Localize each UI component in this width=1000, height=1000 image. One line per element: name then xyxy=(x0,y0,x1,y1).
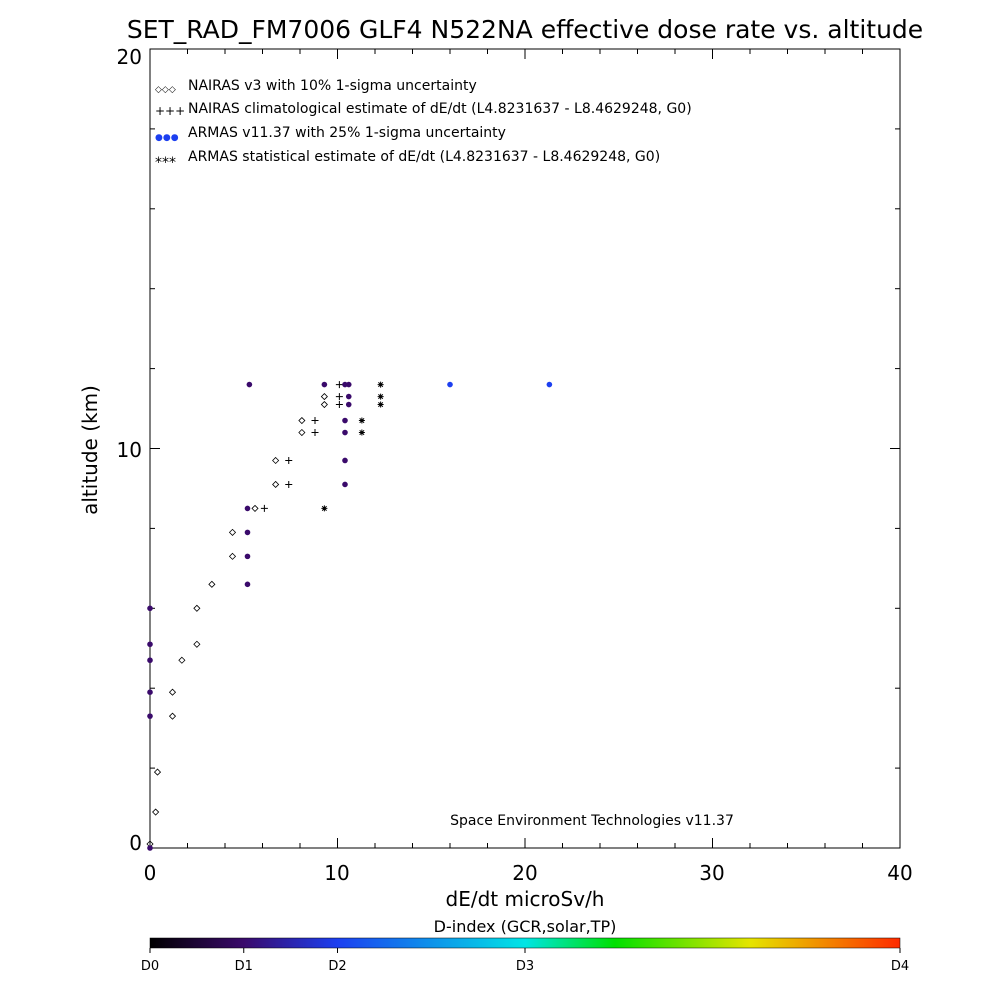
point-dot-2-8 xyxy=(244,529,251,536)
x-tick-label-20: 20 xyxy=(512,861,537,885)
point-plus-1-0 xyxy=(260,504,268,512)
legend-marker-nairas: ◇◇◇ xyxy=(155,85,176,95)
point-diamond-0-16 xyxy=(320,400,328,409)
legend-label-armas: ARMAS v11.37 with 25% 1-sigma uncertaint… xyxy=(188,125,506,141)
point-plus-1-5 xyxy=(335,401,343,409)
point-dot-2-9 xyxy=(244,505,251,512)
y-axis-label: altitude (km) xyxy=(78,385,102,515)
point-dot-2-2 xyxy=(147,689,153,695)
x-tick-label-0: 0 xyxy=(144,861,157,885)
point-diamond-0-6 xyxy=(193,640,201,648)
x-tick-label-40: 40 xyxy=(887,861,912,885)
point-diamond-0-9 xyxy=(228,552,237,560)
point-asterisk-4-0 xyxy=(321,505,328,512)
point-asterisk-4-4 xyxy=(377,393,384,400)
point-diamond-0-4 xyxy=(168,688,177,696)
chart-title: SET_RAD_FM7006 GLF4 N522NA effective dos… xyxy=(127,15,923,44)
colorbar-tick-label: D4 xyxy=(891,959,909,974)
point-dot-2-7 xyxy=(244,553,251,560)
point-dot-2-16 xyxy=(345,401,352,408)
point-diamond-0-17 xyxy=(320,392,328,401)
point-dot-2-13 xyxy=(342,457,348,464)
colorbar-tick-label: D1 xyxy=(235,959,253,974)
point-asterisk-4-3 xyxy=(377,401,384,408)
point-plus-1-4 xyxy=(311,417,319,425)
legend-label-nairas: NAIRAS v3 with 10% 1-sigma uncertainty xyxy=(188,78,477,94)
y-tick-label-20: 20 xyxy=(117,45,142,69)
colorbar-title: D-index (GCR,solar,TP) xyxy=(434,917,617,936)
point-dot-2-1 xyxy=(147,713,153,719)
point-plus-1-6 xyxy=(335,393,343,401)
point-plus-1-3 xyxy=(311,429,319,437)
point-diamond-0-15 xyxy=(298,416,306,425)
legend-label-armas-stat: ARMAS statistical estimate of dE/dt (L4.… xyxy=(188,149,660,165)
point-dot-2-14 xyxy=(342,429,348,436)
point-diamond-0-13 xyxy=(272,456,280,465)
legend: ◇◇◇ NAIRAS v3 with 10% 1-sigma uncertain… xyxy=(155,78,692,171)
point-dot-3-0 xyxy=(447,381,453,388)
point-diamond-0-2 xyxy=(153,768,162,776)
point-diamond-0-3 xyxy=(168,712,177,720)
point-diamond-0-11 xyxy=(251,504,259,512)
x-axis-label: dE/dt microSv/h xyxy=(446,887,605,911)
point-dot-2-6 xyxy=(244,581,251,588)
legend-marker-armas-stat: *** xyxy=(155,155,176,171)
point-diamond-0-5 xyxy=(178,656,186,664)
legend-label-nairas-clim: NAIRAS climatological estimate of dE/dt … xyxy=(188,101,692,117)
point-asterisk-4-2 xyxy=(358,417,365,424)
legend-marker-nairas-clim: +++ xyxy=(155,104,185,118)
colorbar xyxy=(149,937,901,949)
point-diamond-0-1 xyxy=(152,808,160,816)
data-points xyxy=(146,381,553,851)
colorbar-tick-label: D0 xyxy=(141,959,159,974)
point-dot-3-1 xyxy=(546,381,553,388)
point-diamond-0-8 xyxy=(208,580,216,588)
plot-area xyxy=(149,48,901,849)
point-dot-2-11 xyxy=(321,381,328,388)
point-dot-2-17 xyxy=(345,393,352,400)
point-diamond-0-10 xyxy=(228,528,237,536)
point-plus-1-1 xyxy=(285,480,293,488)
colorbar-tick-label: D2 xyxy=(328,959,346,974)
point-diamond-0-12 xyxy=(272,480,280,489)
point-dot-2-15 xyxy=(342,417,348,424)
colorbar-ticks: D0 D1 D2 D3 D4 xyxy=(141,948,909,974)
y-tick-label-10: 10 xyxy=(117,438,142,462)
credit-annotation: Space Environment Technologies v11.37 xyxy=(450,813,734,829)
point-asterisk-4-1 xyxy=(358,429,365,436)
point-plus-1-7 xyxy=(335,381,343,389)
point-plus-1-2 xyxy=(285,456,293,464)
point-diamond-0-14 xyxy=(298,428,306,437)
legend-marker-armas: ●●● xyxy=(155,133,179,143)
point-dot-2-4 xyxy=(147,641,153,648)
point-asterisk-4-5 xyxy=(377,381,384,388)
y-tick-label-0: 0 xyxy=(129,831,142,855)
colorbar-tick-label: D3 xyxy=(516,959,534,974)
point-dot-2-5 xyxy=(147,605,153,612)
point-diamond-0-7 xyxy=(193,604,201,612)
x-tick-label-30: 30 xyxy=(699,861,724,885)
point-dot-2-0 xyxy=(147,845,153,851)
axis-ticks xyxy=(149,48,901,849)
x-tick-label-10: 10 xyxy=(324,861,349,885)
point-dot-2-19 xyxy=(342,381,348,388)
point-dot-2-3 xyxy=(147,657,153,664)
point-dot-2-12 xyxy=(342,481,348,488)
point-dot-2-10 xyxy=(246,381,253,388)
